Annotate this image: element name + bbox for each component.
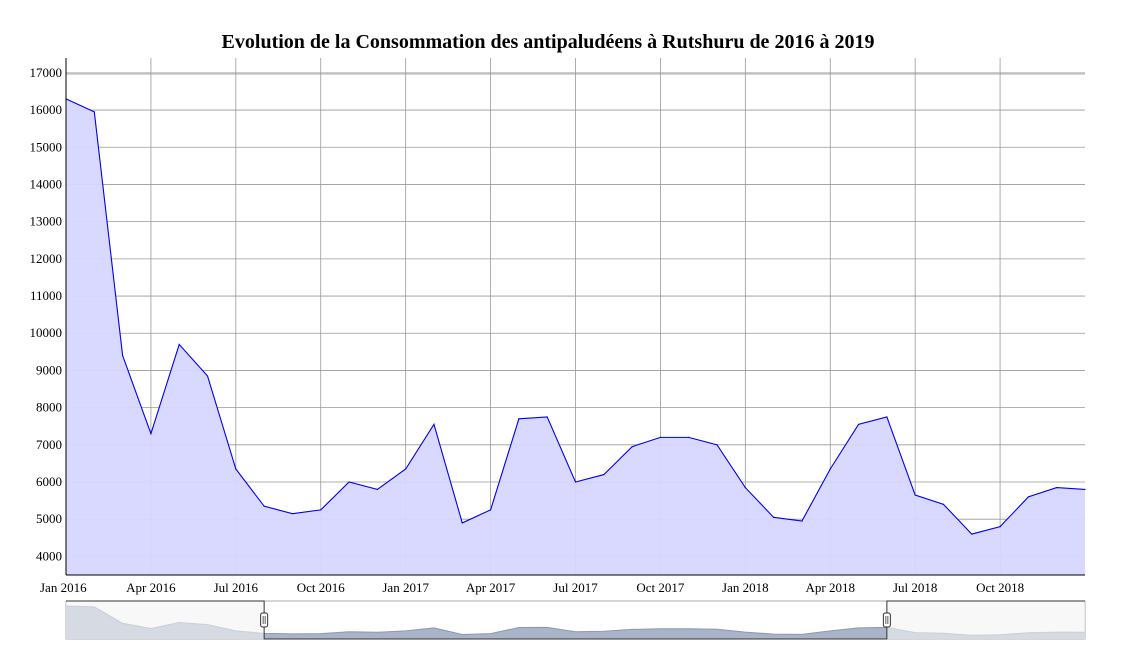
data-point xyxy=(291,513,294,515)
x-tick-label: Apr 2016 xyxy=(126,580,176,595)
y-tick-label: 10000 xyxy=(30,325,63,340)
data-point xyxy=(857,423,860,425)
x-tick-label: Oct 2017 xyxy=(636,580,685,595)
data-point xyxy=(716,444,718,446)
navigator-mask-left xyxy=(66,601,265,639)
chart-title: Evolution de la Consommation des antipal… xyxy=(222,31,875,53)
x-tick-label: Oct 2018 xyxy=(976,580,1024,595)
data-point xyxy=(942,503,945,505)
plot-frame xyxy=(65,58,1085,576)
x-tick-label: Apr 2018 xyxy=(806,580,855,595)
data-point xyxy=(93,111,95,113)
data-point xyxy=(574,481,577,483)
data-point xyxy=(801,520,803,522)
y-tick-label: 8000 xyxy=(36,400,62,415)
x-axis-tick-labels: Jan 2016 Apr 2016 Jul 2016 Oct 2016 Jan 2017… xyxy=(40,580,1024,595)
navigator-right-handle[interactable] xyxy=(882,612,891,628)
y-axis-tick-labels: 4000 5000 6000 7000 8000 9000 10000 11000 12000 1… xyxy=(30,65,63,564)
y-tick-label: 14000 xyxy=(30,176,63,191)
y-tick-label: 17000 xyxy=(30,65,63,80)
data-point xyxy=(1084,488,1086,491)
y-tick-label: 16000 xyxy=(30,102,63,117)
y-tick-label: 13000 xyxy=(30,214,63,229)
data-point xyxy=(829,468,831,470)
data-point xyxy=(518,418,520,420)
data-point xyxy=(603,473,605,476)
data-point xyxy=(235,468,237,470)
x-tick-label: Jan 2017 xyxy=(382,580,429,595)
y-tick-label: 7000 xyxy=(36,437,62,452)
y-tick-label: 9000 xyxy=(36,362,62,377)
data-point xyxy=(405,468,407,470)
y-tick-label: 11000 xyxy=(30,288,62,303)
data-point xyxy=(1027,496,1029,498)
y-tick-label: 4000 xyxy=(36,548,62,563)
x-tick-label: Jul 2017 xyxy=(553,580,598,595)
data-point xyxy=(150,433,152,435)
data-point xyxy=(376,488,378,491)
handle-grip[interactable] xyxy=(882,612,891,628)
data-point xyxy=(773,516,775,518)
data-point xyxy=(433,423,435,425)
handle-grip[interactable] xyxy=(260,612,269,628)
series-line-group xyxy=(65,98,1086,535)
data-point xyxy=(122,354,124,357)
data-point xyxy=(886,416,888,418)
y-tick-label: 15000 xyxy=(30,139,63,154)
x-tick-label: Apr 2017 xyxy=(466,580,516,595)
data-point xyxy=(178,343,180,345)
data-point xyxy=(489,509,492,511)
navigator-selection-window[interactable] xyxy=(264,601,887,639)
data-point xyxy=(320,509,322,511)
x-tick-label: Jan 2018 xyxy=(722,580,769,595)
data-point xyxy=(659,436,662,438)
data-point xyxy=(348,481,350,483)
range-navigator[interactable] xyxy=(65,600,1086,640)
x-tick-label: Jan 2016 xyxy=(40,580,87,595)
data-point xyxy=(263,505,265,507)
x-tick-label: Oct 2016 xyxy=(297,580,346,595)
data-point xyxy=(744,486,746,489)
y-tick-label: 12000 xyxy=(30,251,63,266)
y-tick-label: 6000 xyxy=(36,474,62,489)
navigator-left-handle[interactable] xyxy=(260,612,269,628)
x-tick-label: Jul 2016 xyxy=(214,580,259,595)
navigator-selection-outline xyxy=(66,600,1085,640)
data-point xyxy=(631,446,633,448)
navigator-mask-right xyxy=(886,601,1085,639)
data-point xyxy=(461,522,463,524)
data-point xyxy=(971,533,973,535)
data-point xyxy=(999,526,1001,528)
x-tick-label: Jul 2018 xyxy=(893,580,937,595)
data-point xyxy=(546,416,548,418)
y-tick-label: 5000 xyxy=(36,511,62,526)
data-point xyxy=(206,375,209,377)
series-area xyxy=(66,98,1085,575)
data-point xyxy=(688,436,690,438)
data-point xyxy=(914,494,916,496)
data-point xyxy=(1056,486,1058,489)
series-area-fill xyxy=(66,98,1085,575)
